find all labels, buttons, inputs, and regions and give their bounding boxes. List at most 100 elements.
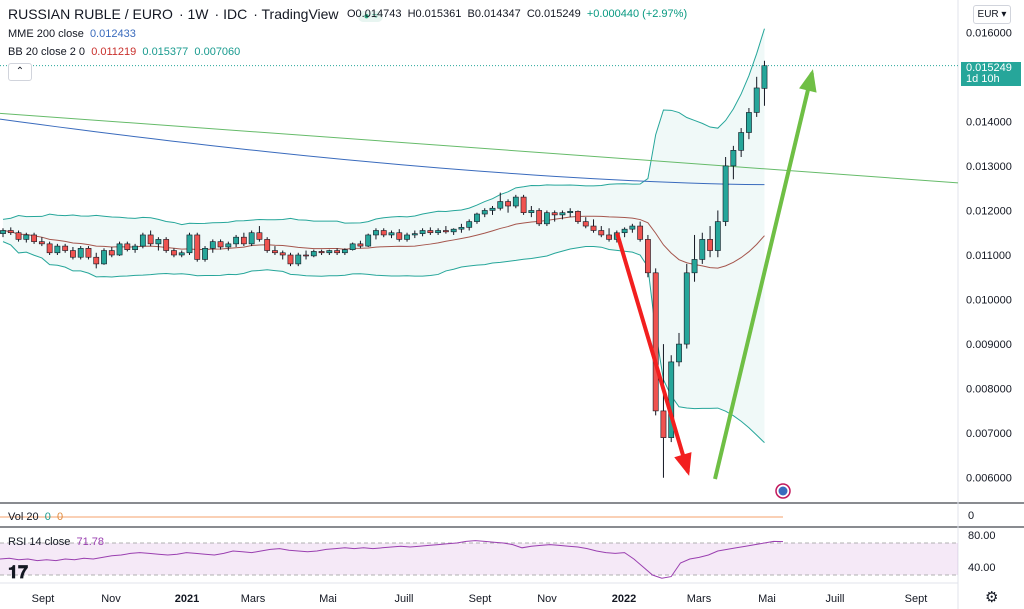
candle-body (738, 132, 745, 151)
candle-body (225, 243, 232, 248)
rsi-legend[interactable]: RSI 14 close 71.78 (8, 536, 104, 548)
rsi-tick-label: 40.00 (968, 562, 996, 574)
candle-body (46, 243, 53, 254)
candle-body (419, 230, 426, 234)
ohlc-close: C0.015249 (526, 8, 581, 20)
time-tick-label: Mai (319, 593, 337, 605)
candle-body (606, 234, 612, 240)
exchange-label: IDC (223, 6, 248, 22)
candle-body (481, 210, 488, 215)
candle-body (101, 250, 107, 265)
candle-body (240, 236, 247, 245)
ohlc-low: B0.014347 (467, 8, 521, 20)
candle-body (132, 245, 138, 250)
candle-body (248, 232, 255, 245)
bb-upper-line (2, 28, 765, 226)
sma-green-line (0, 112, 959, 184)
candle-body (621, 228, 628, 234)
candle-body (676, 343, 682, 363)
candle-body (85, 248, 92, 258)
currency-label: EUR (977, 9, 999, 20)
price-tick-label: 0.014000 (966, 116, 1012, 128)
time-tick-label: 2021 (175, 593, 199, 605)
candle-body (23, 234, 30, 240)
bb-basis-value: 0.011219 (91, 46, 137, 58)
ohlc-change: +0.000440 (+2.97%) (586, 8, 688, 20)
bb-upper-value: 0.015377 (142, 46, 189, 58)
candle-body (256, 232, 263, 240)
candle-body (0, 230, 6, 234)
candle-body (520, 196, 527, 213)
candle-body (761, 65, 768, 89)
ema-label: MME 200 close (8, 28, 84, 40)
time-tick-label: Nov (101, 593, 121, 605)
candle-body (691, 259, 698, 274)
candle-body (264, 239, 271, 251)
price-tick-label: 0.009000 (966, 339, 1012, 351)
time-tick-label: Sept (905, 593, 928, 605)
candle-body (124, 243, 131, 250)
candle-body (295, 254, 302, 265)
candle-body (186, 234, 193, 254)
candle-body (559, 212, 566, 216)
candle-body (279, 252, 286, 256)
candle-body (536, 210, 543, 225)
candle-body (365, 234, 372, 247)
candle-body (435, 230, 442, 234)
candle-body (567, 211, 574, 213)
candle-body (217, 241, 224, 248)
candle-body (62, 245, 69, 251)
candle-body (427, 230, 434, 234)
price-tick-label: 0.012000 (966, 205, 1012, 217)
candle-body (326, 250, 333, 254)
rsi-band (0, 543, 958, 575)
interval-label[interactable]: 1W (187, 6, 209, 22)
price-tick-label: 0.016000 (966, 27, 1012, 39)
candle-body (575, 211, 581, 222)
symbol-header[interactable]: RUSSIAN RUBLE / EURO · 1W · IDC · TradingVi… (8, 6, 383, 22)
price-tick-label: 0.006000 (966, 473, 1012, 485)
rsi-label: RSI 14 close (8, 536, 71, 548)
price-tick-label: 0.007000 (966, 428, 1012, 440)
candle-body (318, 251, 325, 254)
candle-body (505, 201, 511, 207)
candle-body (310, 251, 317, 257)
candle-body (466, 221, 473, 228)
candle-body (722, 165, 729, 222)
candle-body (629, 225, 636, 230)
down-arrow-head (674, 452, 692, 476)
gear-icon[interactable]: ⚙ (985, 589, 999, 606)
ohlc-open: O0.014743 (347, 8, 402, 20)
candle-body (171, 250, 177, 256)
candle-body (489, 207, 496, 211)
collapse-legend-button[interactable]: ⌃ (8, 63, 32, 81)
tradingview-logo-icon[interactable]: 𝟏𝟕 (8, 562, 29, 582)
time-tick-label: Juill (395, 593, 414, 605)
ema-legend[interactable]: MME 200 close 0.012433 (8, 28, 136, 40)
candle-body (683, 272, 690, 345)
currency-selector[interactable]: EUR ▾ (973, 5, 1011, 24)
candle-body (303, 254, 309, 257)
candle-body (15, 232, 22, 240)
bb-lower-line (2, 241, 765, 444)
rsi-line (0, 540, 784, 579)
market-status-icon[interactable]: ● ≈ (358, 11, 383, 22)
candle-body (551, 212, 558, 216)
candle-body (590, 225, 597, 231)
up-arrow (713, 72, 814, 480)
candle-body (272, 250, 278, 254)
candle-body (411, 233, 418, 236)
candle-body (155, 239, 162, 245)
time-tick-label: Mai (758, 593, 776, 605)
price-tick-label: 0.010000 (966, 295, 1012, 307)
vol-legend[interactable]: Vol 20 0 0 (8, 511, 63, 523)
symbol-name[interactable]: RUSSIAN RUBLE / EURO (8, 6, 173, 22)
bb-legend[interactable]: BB 20 close 2 0 0.011219 0.015377 0.0070… (8, 46, 240, 58)
candle-body (528, 210, 535, 213)
candle-body (458, 227, 465, 230)
candle-body (38, 241, 45, 245)
candle-body (287, 254, 294, 265)
candle-body (380, 230, 387, 236)
candle-body (450, 228, 457, 233)
